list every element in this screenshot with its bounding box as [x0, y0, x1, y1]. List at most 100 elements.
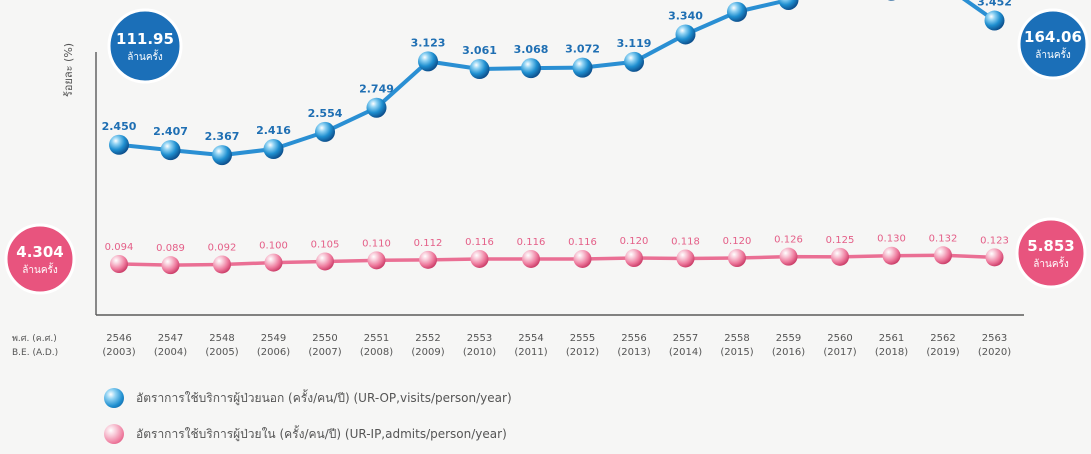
inpatient-point	[110, 255, 128, 273]
outpatient-data-label: 3.123	[411, 36, 446, 49]
legend-item-inpatient: อัตราการใช้บริการผู้ป่วยใน (ครั้ง/คน/ปี)…	[104, 422, 507, 446]
y-axis-label: ร้อยละ (%)	[62, 43, 75, 97]
outpatient-point	[469, 59, 490, 80]
x-tick-label-ad: (2007)	[308, 347, 341, 358]
outpatient-point	[624, 51, 644, 72]
inpatient-data-label: 0.110	[362, 238, 391, 249]
inpatient-data-label: 0.094	[105, 242, 134, 253]
outpatient-point	[984, 10, 1005, 31]
x-tick-label-be: 2550	[312, 333, 337, 344]
outpatient-point	[109, 134, 129, 155]
x-tick-label-ad: (2006)	[257, 347, 290, 358]
inpatient-point	[470, 249, 489, 268]
inpatient-point	[985, 248, 1004, 267]
legend-item-outpatient: อัตราการใช้บริการผู้ป่วยนอก (ครั้ง/คน/ปี…	[104, 386, 512, 410]
inpatient-data-label: 0.105	[311, 239, 340, 250]
callout-circle	[1017, 8, 1089, 80]
inpatient-point	[367, 251, 386, 270]
x-tick-label-ad: (2016)	[772, 347, 805, 358]
outpatient-point	[315, 121, 335, 142]
x-tick-label-ad: (2010)	[463, 347, 496, 358]
outpatient-point	[521, 58, 541, 79]
inpatient-point	[316, 252, 334, 271]
x-axis-row-label-en: B.E. (A.D.)	[12, 348, 58, 358]
inpatient-point	[625, 249, 643, 268]
callout-unit: ล้านครั้ง	[22, 262, 58, 276]
inpatient-point	[728, 249, 746, 268]
outpatient-point	[263, 139, 284, 160]
x-tick-label-be: 2563	[982, 333, 1007, 344]
callout-op-start: 111.95ล้านครั้ง	[107, 8, 183, 84]
callout-unit: ล้านครั้ง	[127, 49, 163, 63]
outpatient-data-label: 2.450	[102, 120, 137, 133]
outpatient-data-label: 3.061	[462, 44, 497, 57]
x-tick-label-ad: (2019)	[926, 347, 959, 358]
inpatient-point	[161, 256, 180, 275]
x-tick-label-be: 2548	[209, 333, 234, 344]
callout-circle	[1015, 217, 1087, 289]
inpatient-point	[522, 249, 540, 268]
x-tick-label-ad: (2014)	[669, 347, 702, 358]
inpatient-data-label: 0.132	[929, 233, 958, 244]
x-tick-label-ad: (2018)	[875, 347, 908, 358]
x-tick-label-be: 2547	[158, 333, 183, 344]
outpatient-point	[212, 145, 232, 166]
legend-label-outpatient: อัตราการใช้บริการผู้ป่วยนอก (ครั้ง/คน/ปี…	[136, 390, 512, 405]
x-tick-label-be: 2552	[415, 333, 440, 344]
inpatient-data-label: 0.120	[723, 236, 752, 247]
outpatient-data-label: 2.554	[308, 107, 343, 120]
callout-op-end: 164.06ล้านครั้ง	[1017, 8, 1089, 80]
x-tick-label-ad: (2013)	[617, 347, 650, 358]
inpatient-point	[779, 247, 798, 266]
outpatient-data-label: 3.340	[668, 9, 703, 22]
inpatient-point	[264, 253, 283, 272]
x-tick-label-ad: (2012)	[566, 347, 599, 358]
outpatient-data-label: 2.367	[205, 130, 240, 143]
callout-value: 5.853	[1027, 237, 1074, 255]
inpatient-data-label: 0.116	[568, 237, 597, 248]
x-tick-label-be: 2557	[673, 333, 698, 344]
inpatient-data-label: 0.100	[259, 241, 288, 252]
series-line-inpatient	[117, 253, 997, 267]
inpatient-point	[419, 250, 437, 269]
callout-unit: ล้านครั้ง	[1035, 47, 1071, 61]
callout-value: 164.06	[1024, 28, 1082, 46]
inpatient-data-label: 0.112	[414, 238, 443, 249]
x-tick-label-ad: (2015)	[720, 347, 753, 358]
outpatient-point	[887, 0, 896, 1]
outpatient-point	[572, 57, 593, 78]
outpatient-data-label: 3.452	[977, 0, 1012, 9]
x-tick-label-be: 2559	[776, 333, 801, 344]
x-tick-label-be: 2553	[467, 333, 492, 344]
callout-unit: ล้านครั้ง	[1033, 256, 1069, 270]
x-tick-label-be: 2555	[570, 333, 595, 344]
callout-value: 111.95	[116, 30, 174, 48]
x-tick-label-ad: (2009)	[411, 347, 444, 358]
x-tick-label-be: 2551	[364, 333, 389, 344]
inpatient-point	[934, 246, 952, 265]
inpatient-data-label: 0.130	[877, 234, 906, 245]
inpatient-point	[882, 246, 901, 265]
outpatient-point	[160, 140, 181, 161]
x-tick-label-be: 2546	[106, 333, 131, 344]
inpatient-point	[213, 255, 231, 274]
x-tick-label-be: 2561	[879, 333, 904, 344]
inpatient-data-label: 0.092	[208, 242, 237, 253]
outpatient-point	[366, 97, 387, 118]
inpatient-data-label: 0.118	[671, 236, 700, 247]
inpatient-data-label: 0.116	[465, 237, 494, 248]
series-line-outpatient	[117, 0, 997, 158]
x-tick-label-be: 2554	[518, 333, 543, 344]
inpatient-data-label: 0.089	[156, 243, 185, 254]
outpatient-data-label: 2.749	[359, 83, 394, 96]
inpatient-point	[676, 249, 695, 268]
outpatient-point	[727, 1, 747, 22]
callout-circle	[4, 223, 76, 295]
outpatient-data-label: 3.072	[565, 43, 600, 56]
x-tick-label-ad: (2003)	[102, 347, 135, 358]
inpatient-point	[573, 249, 592, 268]
